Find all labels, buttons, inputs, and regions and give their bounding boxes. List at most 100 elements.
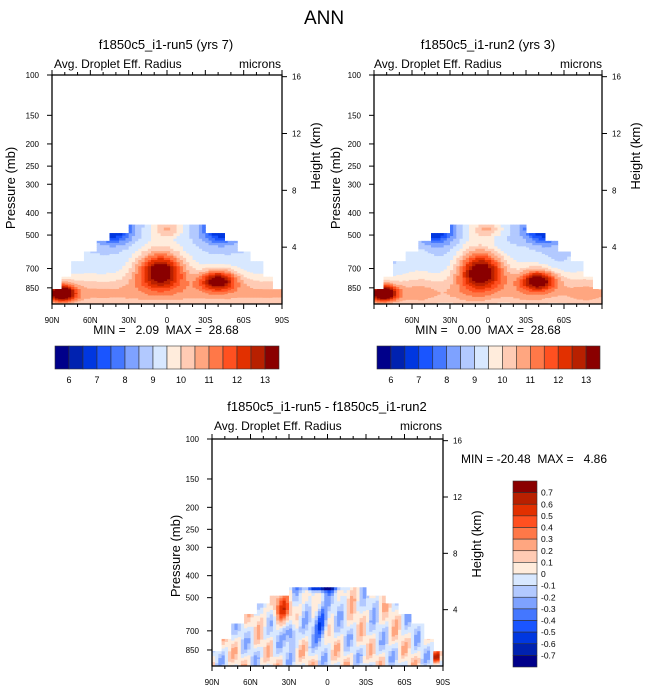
heatmap-cell: [269, 290, 273, 292]
heatmap-cell: [198, 253, 203, 257]
heatmap-cell: [399, 294, 403, 297]
heatmap-cell: [61, 282, 66, 284]
heatmap-cell: [115, 265, 120, 269]
heatmap-cell: [61, 284, 66, 287]
heatmap-cell: [437, 263, 441, 267]
heatmap-cell: [141, 253, 146, 257]
heatmap-cell: [186, 292, 190, 295]
heatmap-cell: [122, 267, 126, 270]
heatmap-cell: [230, 253, 235, 256]
heatmap-cell: [103, 291, 107, 294]
heatmap-cell: [253, 301, 257, 303]
heatmap-cell: [119, 297, 123, 300]
heatmap-cell: [67, 281, 72, 283]
heatmap-cell: [462, 251, 467, 254]
heatmap-cell: [402, 278, 407, 280]
heatmap-cell: [211, 260, 216, 263]
heatmap-cell: [170, 287, 174, 290]
heatmap-cell: [138, 273, 142, 277]
heatmap-cell: [412, 299, 416, 302]
heatmap-cell: [214, 301, 219, 304]
heatmap-cell: [109, 279, 114, 282]
heatmap-cell: [475, 299, 479, 302]
heatmap-cell: [259, 284, 264, 287]
heatmap-cell: [131, 224, 136, 229]
heatmap-cell: [418, 266, 422, 269]
heatmap-cell: [154, 230, 158, 234]
heatmap-cell: [256, 301, 261, 303]
heatmap-cell: [151, 295, 155, 298]
heatmap-cell: [453, 233, 457, 237]
heatmap-cell: [87, 274, 91, 277]
heatmap-cell: [135, 281, 139, 284]
heatmap-cell: [227, 247, 232, 250]
heatmap-cell: [240, 296, 245, 299]
heatmap-cell: [87, 275, 91, 278]
heatmap-cell: [253, 262, 257, 265]
heatmap-cell: [456, 253, 460, 257]
heatmap-cell: [427, 262, 432, 265]
heatmap-cell: [478, 277, 483, 280]
heatmap-cell: [250, 301, 254, 303]
heatmap-cell: [198, 255, 203, 259]
heatmap-cell: [443, 262, 448, 265]
heatmap-cell: [450, 264, 454, 267]
heatmap-cell: [396, 289, 400, 291]
heatmap-cell: [157, 257, 162, 261]
heatmap-cell: [115, 278, 120, 281]
heatmap-cell: [402, 296, 407, 299]
heatmap-cell: [192, 238, 197, 242]
heatmap-cell: [484, 298, 489, 301]
heatmap-cell: [77, 297, 82, 300]
heatmap-cell: [115, 251, 120, 255]
heatmap-cell: [246, 258, 251, 261]
heatmap-cell: [87, 281, 91, 283]
heatmap-cell: [510, 298, 514, 301]
heatmap-cell: [128, 272, 133, 275]
heatmap-cell: [462, 262, 467, 265]
heatmap-cell: [478, 281, 483, 284]
heatmap-cell: [67, 280, 72, 282]
heatmap-cell: [386, 295, 391, 298]
heatmap-cell: [459, 277, 464, 280]
heatmap-cell: [67, 284, 72, 287]
heatmap-cell: [497, 266, 502, 269]
heatmap-cell: [399, 266, 403, 269]
heatmap-cell: [513, 287, 517, 290]
heatmap-cell: [170, 279, 174, 282]
heatmap-cell: [176, 268, 181, 271]
heatmap-cell: [64, 276, 69, 278]
heatmap-cell: [109, 240, 114, 244]
heatmap-cell: [119, 247, 123, 251]
heatmap-cell: [412, 256, 416, 259]
heatmap-cell: [192, 281, 197, 284]
heatmap-cell: [266, 278, 270, 280]
heatmap-cell: [170, 248, 174, 252]
heatmap-cell: [412, 264, 416, 267]
heatmap-cell: [160, 295, 165, 298]
heatmap-cell: [77, 261, 82, 263]
heatmap-cell: [157, 224, 162, 229]
heatmap-cell: [74, 302, 79, 304]
heatmap-cell: [64, 283, 69, 285]
heatmap-cell: [453, 246, 457, 250]
heatmap-cell: [478, 284, 483, 287]
heatmap-cell: [218, 296, 222, 298]
heatmap-cell: [141, 299, 146, 302]
heatmap-cell: [243, 293, 248, 295]
heatmap-cell: [266, 282, 270, 285]
heatmap-cell: [227, 283, 232, 286]
heatmap-cell: [195, 284, 200, 287]
heatmap-cell: [83, 265, 88, 268]
heatmap-cell: [481, 255, 486, 259]
heatmap-cell: [507, 298, 511, 301]
heatmap-cell: [163, 246, 168, 250]
heatmap-cell: [510, 248, 514, 252]
heatmap-cell: [131, 287, 136, 290]
heatmap-cell: [160, 290, 165, 293]
heatmap-cell: [399, 293, 403, 296]
heatmap-cell: [491, 243, 495, 247]
heatmap-cell: [224, 274, 229, 277]
heatmap-cell: [189, 301, 194, 304]
heatmap-cell: [240, 299, 245, 302]
